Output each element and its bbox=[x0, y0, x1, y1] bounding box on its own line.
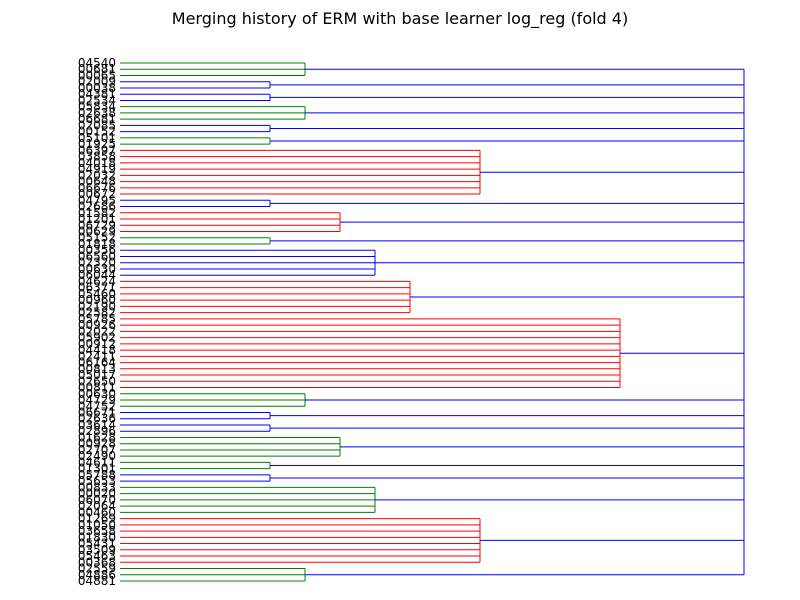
leaf-label: 00152 bbox=[78, 125, 116, 139]
leaf-label: 02190 bbox=[78, 299, 116, 313]
leaf-label: 04611 bbox=[78, 455, 116, 469]
leaf-label: 02686 bbox=[78, 200, 116, 214]
leaf-label: 00960 bbox=[78, 293, 116, 307]
leaf-label: 02559 bbox=[78, 562, 116, 576]
leaf-label: 04540 bbox=[78, 56, 116, 70]
leaf-label: 00648 bbox=[78, 175, 116, 189]
leaf-label: 05785 bbox=[78, 312, 116, 326]
leaf-label: 00813 bbox=[78, 362, 116, 376]
leaf-label: 02650 bbox=[78, 374, 116, 388]
leaf-label: 00368 bbox=[78, 555, 116, 569]
leaf-label: 04381 bbox=[78, 87, 116, 101]
leaf-label: 02022 bbox=[78, 324, 116, 338]
chart-title: Merging history of ERM with base learner… bbox=[171, 9, 629, 28]
leaf-label: 06676 bbox=[78, 181, 116, 195]
leaf-label: 04919 bbox=[78, 162, 116, 176]
leaf-label: 01628 bbox=[78, 430, 116, 444]
leaf-label: 00630 bbox=[78, 387, 116, 401]
leaf-label: 00020 bbox=[78, 487, 116, 501]
leaf-label: 00038 bbox=[78, 81, 116, 95]
leaf-label: 03858 bbox=[78, 150, 116, 164]
leaf-label: 06729 bbox=[78, 218, 116, 232]
leaf-label: 04881 bbox=[78, 574, 116, 588]
leaf-label: 00928 bbox=[78, 437, 116, 451]
leaf-label: 06371 bbox=[78, 281, 116, 295]
leaf-label: 00460 bbox=[78, 505, 116, 519]
leaf-label: 00811 bbox=[78, 381, 116, 395]
leaf-label: 03658 bbox=[78, 524, 116, 538]
leaf-label: 02896 bbox=[78, 424, 116, 438]
leaf-label: 05017 bbox=[78, 368, 116, 382]
leaf-label: 05653 bbox=[78, 474, 116, 488]
leaf-label: 00681 bbox=[78, 62, 116, 76]
leaf-label: 02085 bbox=[78, 118, 116, 132]
leaf-label: 04752 bbox=[78, 399, 116, 413]
leaf-label: 01582 bbox=[78, 206, 116, 220]
leaf-label: 05902 bbox=[78, 331, 116, 345]
leaf-label: 05834 bbox=[78, 100, 116, 114]
leaf-label: 06681 bbox=[78, 112, 116, 126]
leaf-label: 01201 bbox=[78, 212, 116, 226]
leaf-label: 01830 bbox=[78, 530, 116, 544]
leaf-label: 02582 bbox=[78, 306, 116, 320]
leaf-label: 06164 bbox=[78, 356, 116, 370]
leaf-label: 00912 bbox=[78, 337, 116, 351]
leaf-label: 02490 bbox=[78, 449, 116, 463]
leaf-label: 04624 bbox=[78, 274, 116, 288]
leaf-label: 00833 bbox=[78, 480, 116, 494]
leaf-label: 06671 bbox=[78, 405, 116, 419]
leaf-label: 04886 bbox=[78, 568, 116, 582]
leaf-label: 05460 bbox=[78, 287, 116, 301]
leaf-label: 05788 bbox=[78, 468, 116, 482]
leaf-label: 06397 bbox=[78, 143, 116, 157]
leaf-label: 06560 bbox=[78, 249, 116, 263]
leaf-label: 02636 bbox=[78, 412, 116, 426]
leaf-label: 05463 bbox=[78, 549, 116, 563]
leaf-label: 05431 bbox=[78, 537, 116, 551]
leaf-label: 04018 bbox=[78, 156, 116, 170]
leaf-label: 00672 bbox=[78, 187, 116, 201]
leaf-label: 00630 bbox=[78, 262, 116, 276]
leaf-label: 01925 bbox=[78, 137, 116, 151]
leaf-label: 02534 bbox=[78, 93, 116, 107]
leaf-label: 06070 bbox=[78, 493, 116, 507]
leaf-label: 03509 bbox=[78, 543, 116, 557]
leaf-label: 03614 bbox=[78, 418, 116, 432]
leaf-label: 00356 bbox=[78, 243, 116, 257]
leaf-label: 05101 bbox=[78, 131, 116, 145]
leaf-label: 02009 bbox=[78, 75, 116, 89]
leaf-label: 04729 bbox=[78, 393, 116, 407]
leaf-label: 01301 bbox=[78, 462, 116, 476]
leaf-label: 01269 bbox=[78, 512, 116, 526]
leaf-label: 06044 bbox=[78, 268, 116, 282]
leaf-label: 01818 bbox=[78, 237, 116, 251]
leaf-label: 02032 bbox=[78, 168, 116, 182]
leaf-label: 04795 bbox=[78, 193, 116, 207]
leaf-label: 02411 bbox=[78, 349, 116, 363]
leaf-label: 05152 bbox=[78, 231, 116, 245]
leaf-label: 02320 bbox=[78, 256, 116, 270]
leaf-label: 00629 bbox=[78, 225, 116, 239]
leaf-label: 02064 bbox=[78, 499, 116, 513]
leaf-label: 04418 bbox=[78, 343, 116, 357]
leaf-label: 00926 bbox=[78, 318, 116, 332]
leaf-label: 00065 bbox=[78, 68, 116, 82]
leaf-label: 02638 bbox=[78, 106, 116, 120]
leaf-label: 02707 bbox=[78, 443, 116, 457]
leaf-label: 01050 bbox=[78, 518, 116, 532]
